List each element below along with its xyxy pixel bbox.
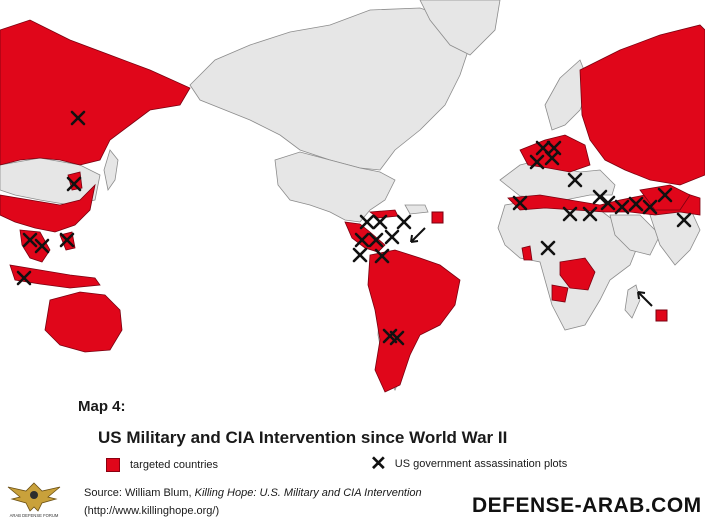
- assassination-marker: [354, 232, 370, 248]
- targeted-region-australia: [44, 291, 123, 353]
- watermark: DEFENSE-ARAB.COM: [468, 494, 705, 518]
- assassination-marker: [66, 176, 82, 192]
- defense-arab-eagle-logo: ARAB DEFENSE FORUM: [7, 482, 61, 518]
- assassination-marker: [34, 238, 50, 254]
- targeted-region-congo: [559, 257, 596, 291]
- targeted-region-china: [0, 183, 96, 233]
- targeted-marker-seychelles: [655, 309, 668, 322]
- assassination-marker: [16, 270, 32, 286]
- assassination-marker: [372, 214, 388, 230]
- targeted-region-russia: [579, 24, 705, 186]
- arrow-caribbean: [410, 227, 426, 243]
- arrow-caribbean-head: [410, 234, 419, 243]
- legend-plots-label: US government assassination plots: [394, 458, 568, 470]
- assassination-marker: [614, 199, 630, 215]
- title-block: Map 4:: [78, 398, 126, 415]
- source-book: Killing Hope: U.S. Military and CIA Inte…: [194, 487, 422, 499]
- legend-plots: ✕ US government assassination plots: [370, 453, 568, 475]
- assassination-marker: [59, 232, 75, 248]
- targeted-region-angola: [551, 284, 569, 303]
- targeted-region-indonesia: [9, 264, 101, 289]
- targeted-marker-grenada: [431, 211, 444, 224]
- targeted-region-west-africa: [521, 245, 533, 261]
- assassination-marker: [592, 189, 608, 205]
- assassination-marker: [567, 172, 583, 188]
- assassination-marker: [676, 212, 692, 228]
- map-heading: US Military and CIA Intervention since W…: [98, 428, 508, 447]
- source-prefix: Source: William Blum,: [84, 487, 195, 499]
- targeted-countries: [0, 19, 705, 393]
- assassination-marker: [352, 247, 368, 263]
- logo-text: ARAB DEFENSE FORUM: [10, 513, 59, 518]
- legend-targeted: targeted countries: [106, 458, 218, 472]
- world-map: [0, 0, 705, 393]
- assassination-marker: [382, 328, 398, 344]
- assassination-marker: [70, 110, 86, 126]
- source-line: Source: William Blum, Killing Hope: U.S.…: [84, 487, 422, 499]
- assassination-marker: [642, 199, 658, 215]
- assassination-marker: [600, 195, 616, 211]
- legend-x-icon: ✕: [370, 453, 387, 475]
- source-url: (http://www.killinghope.org/): [84, 505, 220, 517]
- assassination-marker: [384, 229, 400, 245]
- map-number: Map 4:: [78, 398, 126, 415]
- legend-red-square: [106, 458, 120, 472]
- assassination-marker: [657, 187, 673, 203]
- assassination-marker: [374, 248, 390, 264]
- assassination-marker: [512, 195, 528, 211]
- assassination-marker: [529, 154, 545, 170]
- arrow-indian-ocean-head: [637, 291, 646, 300]
- legend-targeted-label: targeted countries: [130, 459, 219, 471]
- assassination-marker: [544, 150, 560, 166]
- assassination-marker: [562, 206, 578, 222]
- assassination-marker: [359, 214, 375, 230]
- assassination-marker: [22, 232, 38, 248]
- targeted-region-east-asia: [0, 19, 191, 166]
- assassination-marker: [368, 232, 384, 248]
- assassination-marker: [628, 196, 644, 212]
- targeted-region-south-america: [367, 249, 461, 393]
- assassination-markers: [16, 110, 692, 346]
- assassination-marker: [582, 206, 598, 222]
- arrows: [410, 227, 653, 307]
- assassination-marker: [396, 214, 412, 230]
- arrow-indian-ocean: [637, 291, 653, 307]
- assassination-marker: [540, 240, 556, 256]
